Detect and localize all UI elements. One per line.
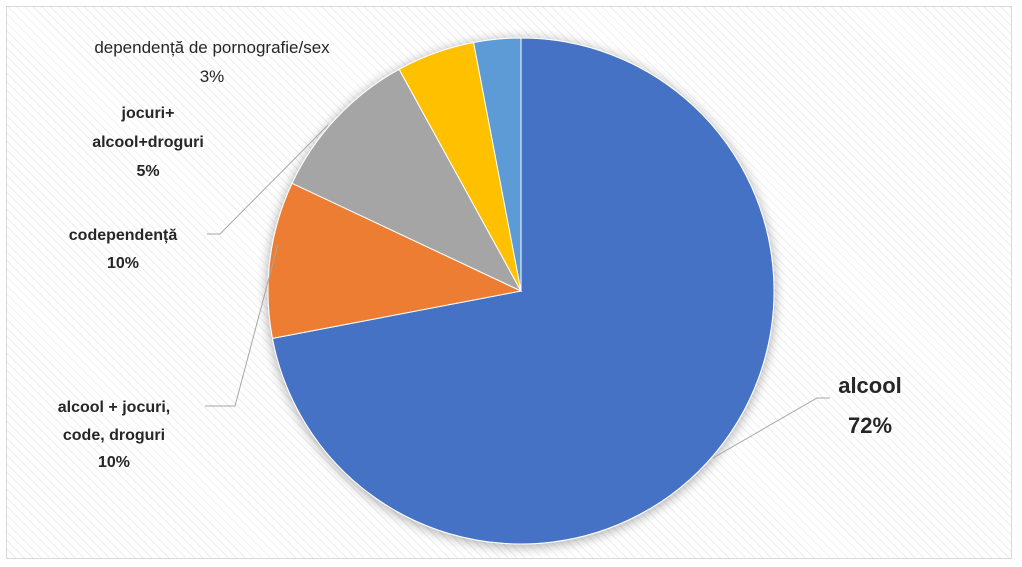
label-jocuri-line1: jocuri+ (121, 105, 175, 122)
label-alcool-pct: 72% (848, 413, 892, 438)
label-codep-pct: 10% (107, 255, 139, 272)
label-porno-pct: 3% (200, 67, 225, 86)
label-porno-name: dependență de pornografie/sex (94, 38, 330, 57)
label-codep-name: codependență (69, 227, 178, 244)
leader-line-alcool (712, 397, 830, 459)
pie-slice-0 (271, 37, 775, 545)
pie-slice-4 (473, 37, 522, 292)
label-mixt-line2: code, droguri (63, 427, 165, 444)
pie-slices (267, 37, 775, 545)
pie-slice-2 (291, 68, 523, 293)
leader-line-codep (207, 124, 329, 235)
label-jocuri-pct: 5% (136, 163, 159, 180)
label-alcool-name: alcool (838, 373, 902, 398)
label-jocuri-line2: alcool+droguri (92, 134, 204, 151)
label-mixt-pct: 10% (98, 454, 130, 471)
label-mixt-line1: alcool + jocuri, (58, 399, 170, 416)
leader-line-mixt (205, 243, 279, 407)
pie-slice-1 (267, 182, 523, 339)
